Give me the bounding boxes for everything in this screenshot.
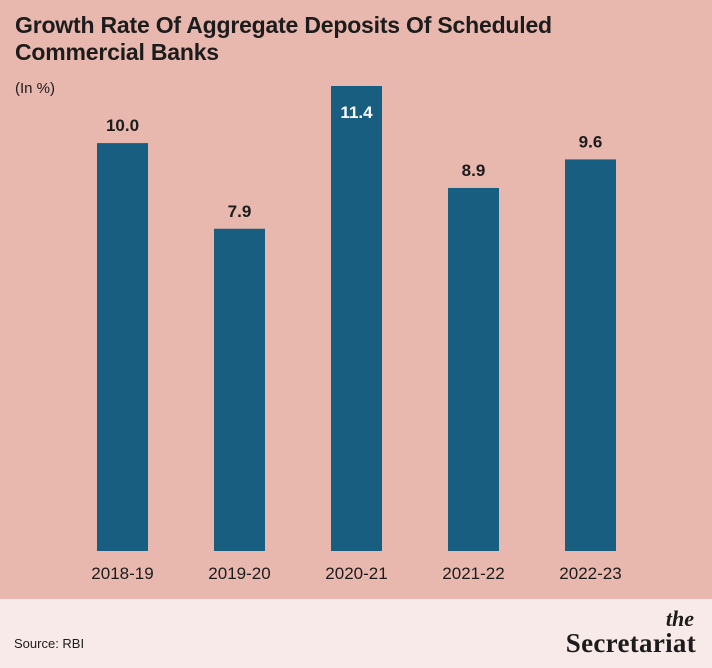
category-label-2022-23: 2022-23 [559,564,621,583]
bar-2021-22 [448,187,499,551]
category-label-2019-20: 2019-20 [208,564,270,583]
bar-2019-20 [214,228,265,551]
value-label-2021-22: 8.9 [462,161,486,180]
logo-the: the [665,606,694,631]
bar-chart: 10.0 2018-19 7.9 2019-20 11.4 2020-21 8.9 2021-… [91,86,622,583]
chart-title: Growth Rate Of Aggregate Deposits Of Sch… [15,12,552,65]
category-label-2020-21: 2020-21 [325,564,387,583]
chart-area: Growth Rate Of Aggregate Deposits Of Sch… [15,12,622,583]
bar-2020-21 [331,86,382,551]
value-label-2018-19: 10.0 [106,116,139,135]
footer: Source: RBI the Secretariat [0,599,712,668]
logo-name: Secretariat [565,628,696,658]
category-label-2018-19: 2018-19 [91,564,153,583]
value-label-2019-20: 7.9 [228,202,252,221]
bar-2018-19 [97,143,148,551]
bar-2022-23 [565,159,616,551]
value-label-2020-21: 11.4 [340,103,373,122]
brand-logo: the Secretariat [565,606,696,658]
source-note: Source: RBI [14,636,85,651]
unit-label: (In %) [15,80,56,97]
category-label-2021-22: 2021-22 [442,564,504,583]
value-label-2022-23: 9.6 [579,132,603,151]
